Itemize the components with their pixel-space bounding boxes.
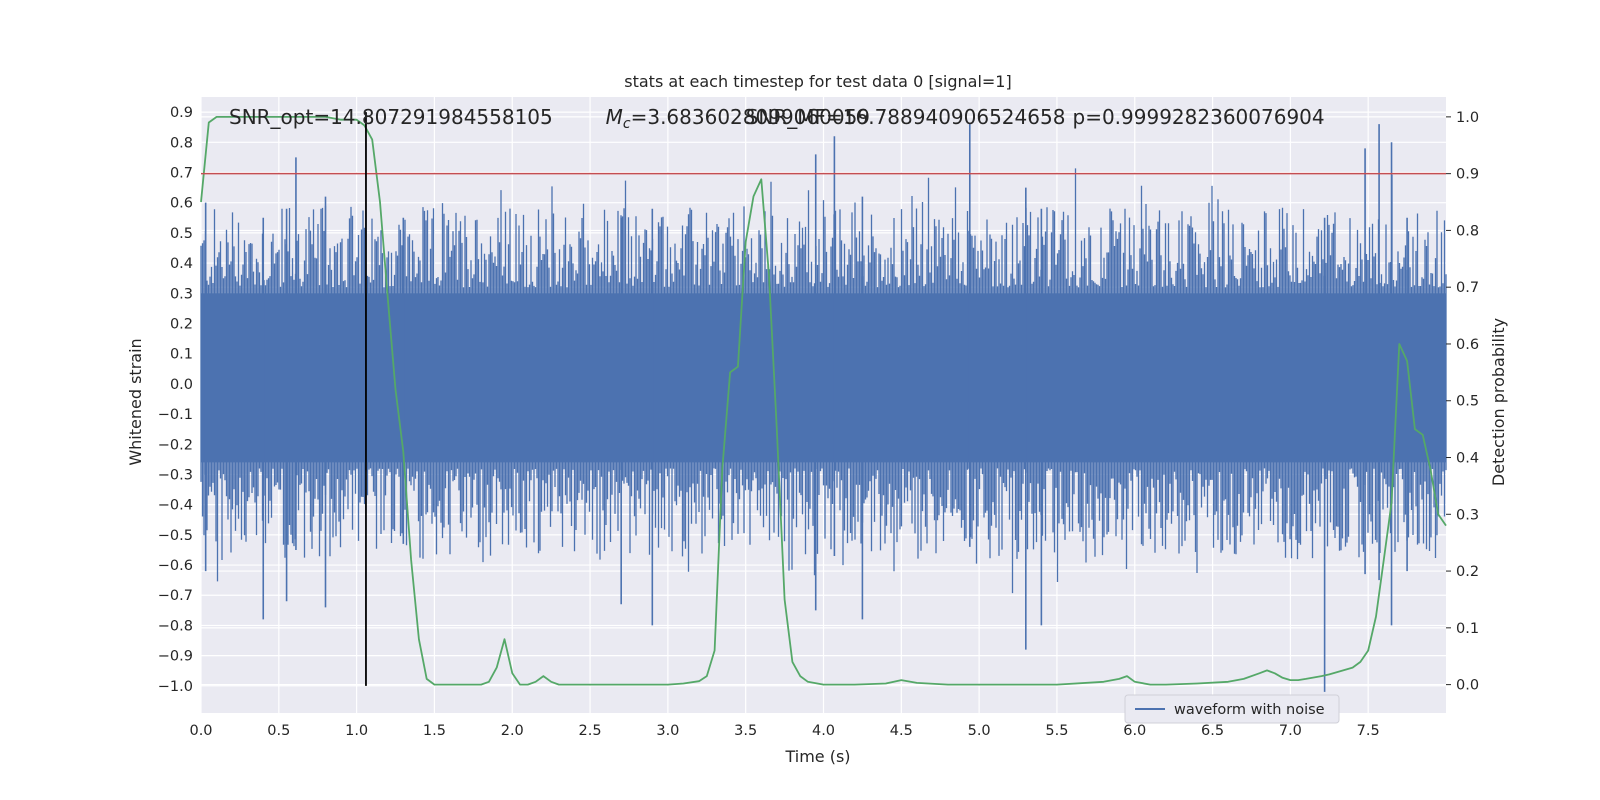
y-axis-label: Whitened strain [126, 338, 145, 465]
y2-axis-label: Detection probability [1489, 318, 1508, 486]
y2-tick-label: 0.6 [1456, 337, 1479, 353]
legend-box [1124, 694, 1340, 724]
x-tick-label: 6.0 [1123, 723, 1146, 739]
legend-entry: waveform with noise [1174, 702, 1325, 718]
x-tick-label: 0.0 [189, 723, 212, 739]
y-tick-label: −0.3 [158, 467, 193, 483]
y-tick-label: 0.8 [170, 135, 193, 151]
y2-tick-label: 0.9 [1456, 167, 1479, 183]
x-tick-label: 5.0 [968, 723, 991, 739]
y-tick-label: 0.9 [170, 105, 193, 121]
y-tick-label: 0.0 [170, 377, 193, 393]
annotation-text: Mc=3.6836028099060059 [606, 105, 870, 132]
y-tick-label: 0.7 [170, 165, 193, 181]
y-tick-label: −1.0 [158, 679, 193, 695]
y2-tick-label: 0.0 [1456, 678, 1479, 694]
x-tick-label: 7.0 [1279, 723, 1302, 739]
y-tick-label: 0.3 [170, 286, 193, 302]
x-tick-label: 3.0 [656, 723, 679, 739]
x-axis-label: Time (s) [784, 747, 850, 766]
annotation-text: p=0.9999282360076904 [1073, 105, 1325, 129]
x-tick-label: 0.5 [267, 723, 290, 739]
y-tick-label: −0.4 [158, 498, 193, 514]
y-tick-label: −0.7 [158, 588, 193, 604]
x-tick-label: 5.5 [1045, 723, 1068, 739]
probability-series [200, 116, 1447, 686]
probability-line [200, 116, 1447, 686]
x-tick-label: 4.5 [890, 723, 913, 739]
y-tick-label: 0.1 [170, 347, 193, 363]
x-tick-label: 2.5 [579, 723, 602, 739]
tick-labels: 0.0 0.5 1.0 1.5 2.0 2.5 3.0 3.5 4.0 4.5 5.0 5.5 6.0 6… [158, 105, 1479, 739]
y-tick-label: −0.1 [158, 407, 193, 423]
y-tick-label: −0.5 [158, 528, 193, 544]
y-tick-label: 0.2 [170, 316, 193, 332]
y2-tick-label: 0.2 [1456, 564, 1479, 580]
y2-tick-label: 0.1 [1456, 621, 1479, 637]
y-tick-label: 0.4 [170, 256, 193, 272]
y-tick-label: −0.9 [158, 649, 193, 665]
reference-lines [201, 112, 1446, 686]
y-tick-label: −0.6 [158, 558, 193, 574]
y2-tick-label: 0.4 [1456, 451, 1479, 467]
x-tick-label: 2.0 [501, 723, 524, 739]
x-tick-label: 4.0 [812, 723, 835, 739]
waveform-line [200, 168, 1447, 594]
y2-tick-label: 0.5 [1456, 394, 1479, 410]
y-tick-label: 0.5 [170, 226, 193, 242]
y-tick-label: −0.2 [158, 437, 193, 453]
x-tick-label: 3.5 [734, 723, 757, 739]
chart-title: stats at each timestep for test data 0 [… [624, 72, 1011, 91]
waveform-series [200, 124, 1447, 692]
x-tick-label: 7.5 [1357, 723, 1380, 739]
annotations: SNR_opt=14.807291984558105 Mc=3.683602809… [229, 105, 1325, 132]
annotation-text: SNR_opt=14.807291984558105 [229, 105, 553, 129]
x-tick-label: 1.0 [345, 723, 368, 739]
y-tick-label: 0.6 [170, 196, 193, 212]
y-tick-label: −0.8 [158, 618, 193, 634]
x-tick-label: 1.5 [423, 723, 446, 739]
legend[interactable]: waveform with noise [1124, 694, 1340, 724]
annotation-text: SNR_MF=16.788940906524658 [746, 105, 1066, 129]
y2-tick-label: 0.7 [1456, 280, 1479, 296]
x-tick-label: 6.5 [1201, 723, 1224, 739]
y2-tick-label: 0.8 [1456, 223, 1479, 239]
y2-tick-label: 0.3 [1456, 507, 1479, 523]
y2-tick-label: 1.0 [1456, 110, 1479, 126]
